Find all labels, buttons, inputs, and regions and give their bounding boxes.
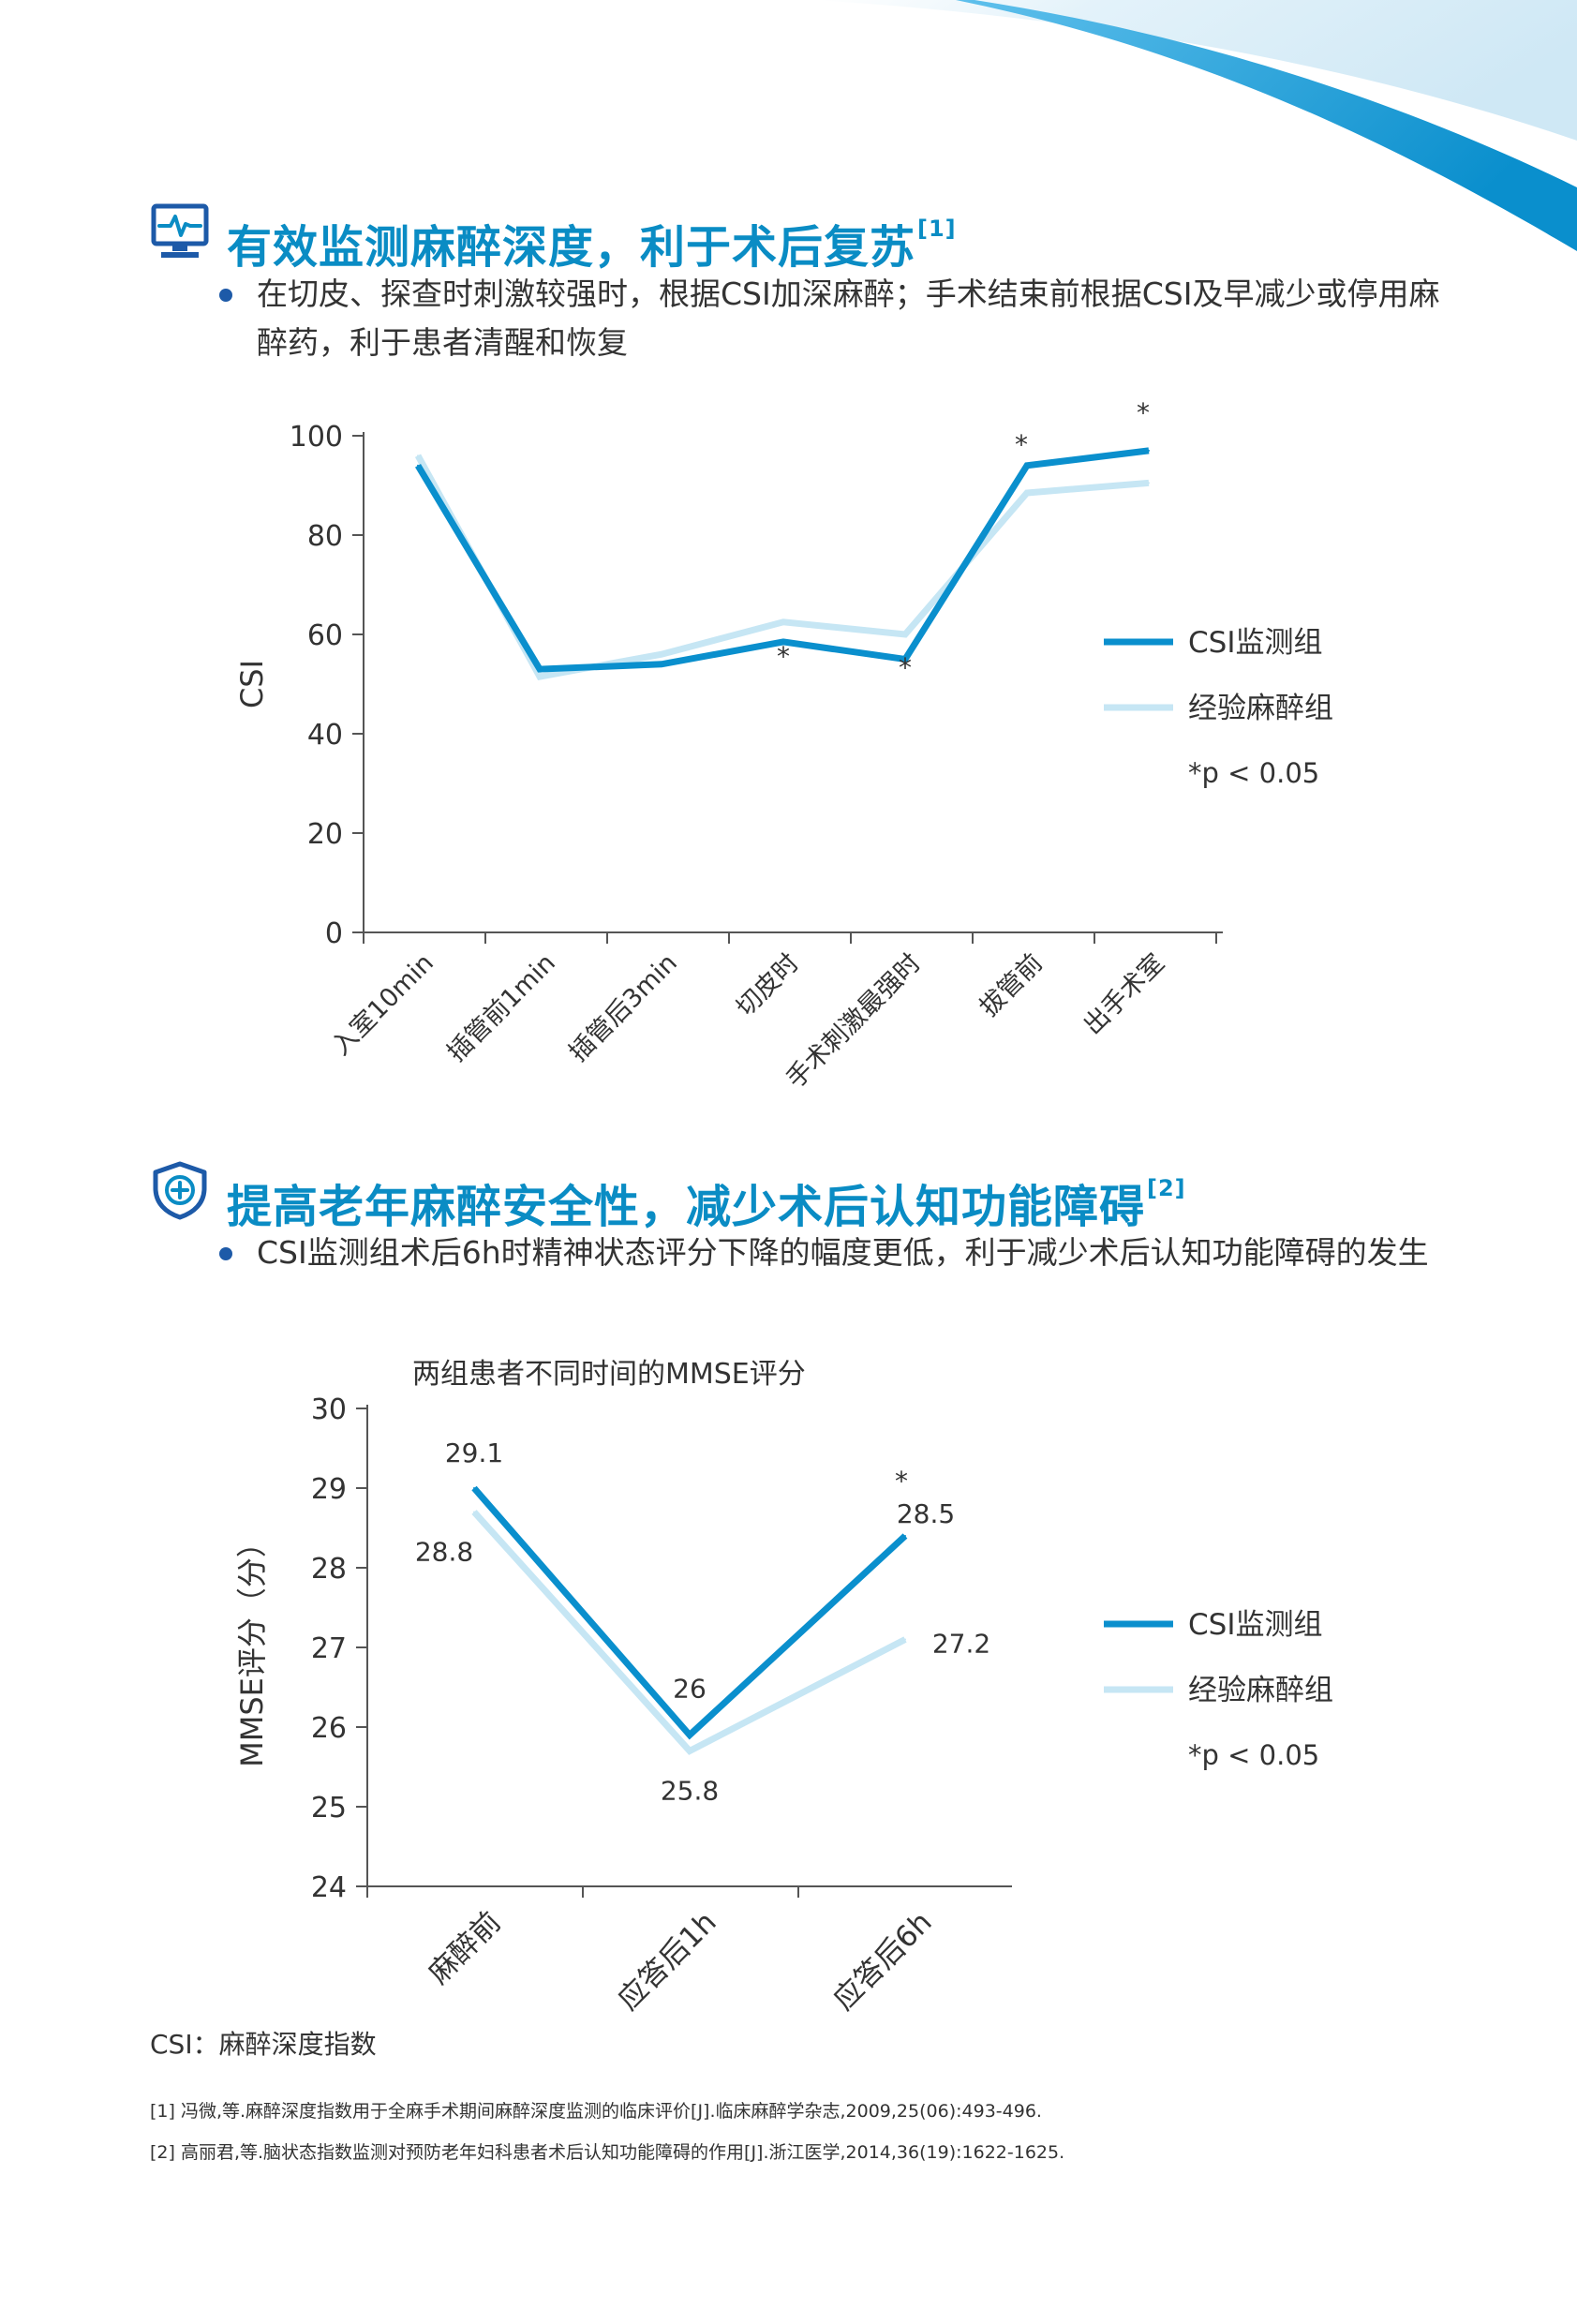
significance-mark: * <box>777 641 790 672</box>
significance-mark: * <box>1015 429 1028 460</box>
y-tick-label: 27 <box>311 1632 347 1665</box>
shield-plus-icon <box>153 1161 207 1220</box>
y-tick-label: 25 <box>311 1792 347 1825</box>
y-tick-label: 40 <box>307 719 343 752</box>
mmse-line-chart: 两组患者不同时间的MMSE评分 24 25 26 27 28 29 30 麻醉前 应答后1h 应答后… <box>234 1358 1333 2017</box>
section1-title: 有效监测麻醉深度，利于术后复苏[1] <box>227 216 957 274</box>
data-point <box>661 653 662 656</box>
data-point <box>473 1487 475 1489</box>
light-swoosh <box>815 0 1577 141</box>
significance-note: *p < 0.05 <box>1188 1739 1319 1771</box>
data-label: 28.8 <box>415 1537 473 1568</box>
legend-label: CSI监测组 <box>1188 626 1322 660</box>
x-tick-label: 应答后1h <box>612 1905 723 2017</box>
section2-header: 提高老年麻醉安全性，减少术后认知功能障碍[2] <box>150 1158 1186 1237</box>
y-tick-label: 24 <box>311 1871 347 1904</box>
chart-title: 两组患者不同时间的MMSE评分 <box>412 1358 806 1391</box>
y-tick-label: 26 <box>311 1712 347 1745</box>
y-axis-label: MMSE评分（分） <box>234 1527 270 1767</box>
x-tick-label: 插管后3min <box>564 948 683 1067</box>
reference-1: [1] 冯微,等.麻醉深度指数用于全麻手术期间麻醉深度监测的临床评价[J].临床… <box>150 2101 1042 2122</box>
data-point <box>473 1511 475 1513</box>
significance-mark: * <box>895 1466 908 1497</box>
section1-header: 有效监测麻醉深度，利于术后复苏[1] <box>150 199 957 277</box>
y-tick-label: 29 <box>311 1473 347 1506</box>
data-label: 26 <box>673 1674 707 1705</box>
y-tick-label: 100 <box>290 421 343 454</box>
section1-bullet-text: 在切皮、探查时刺激较强时，根据CSI加深麻醉；手术结束前根据CSI及早减少或停用… <box>257 276 1440 361</box>
series-line-csi <box>414 447 1150 673</box>
significance-mark: * <box>1137 397 1150 428</box>
data-point <box>1148 482 1150 484</box>
bullet-dot <box>219 289 232 302</box>
monitor-heartbeat-icon <box>151 203 209 258</box>
data-point <box>782 640 784 643</box>
section2-ref-mark: [2] <box>1147 1175 1186 1201</box>
y-tick-label: 60 <box>307 619 343 652</box>
y-tick-label: 80 <box>307 520 343 553</box>
data-point <box>417 454 419 457</box>
section1-ref-mark: [1] <box>917 216 957 242</box>
y-tick-label: 28 <box>311 1553 347 1586</box>
y-tick-label: 0 <box>325 917 343 950</box>
data-point <box>904 1535 906 1537</box>
significance-note: *p < 0.05 <box>1188 757 1319 789</box>
bullet-dot <box>219 1247 232 1260</box>
x-tick-label: 切皮时 <box>731 948 805 1022</box>
x-tick-label: 出手术室 <box>1079 948 1170 1040</box>
data-point <box>1026 491 1028 494</box>
data-point <box>417 464 419 467</box>
legend-label: CSI监测组 <box>1188 1608 1322 1642</box>
series-line-empirical <box>471 1510 907 1755</box>
data-point <box>689 1734 691 1736</box>
data-point <box>904 1638 906 1641</box>
y-axis-label: CSI <box>234 660 270 708</box>
x-tick-label: 应答后6h <box>827 1905 939 2017</box>
reference-2: [2] 高丽君,等.脑状态指数监测对预防老年妇科患者术后认知功能障碍的作用[J]… <box>150 2142 1065 2163</box>
data-label: 28.5 <box>897 1498 955 1529</box>
x-tick-label: 麻醉前 <box>422 1905 507 1990</box>
data-label: 25.8 <box>661 1776 719 1807</box>
data-point <box>539 668 541 671</box>
data-point <box>904 658 906 661</box>
data-label: 27.2 <box>932 1629 990 1660</box>
section2-title: 提高老年麻醉安全性，减少术后认知功能障碍[2] <box>227 1175 1186 1233</box>
x-tick-label: 入室10min <box>327 948 439 1061</box>
data-point <box>1026 464 1028 467</box>
data-point <box>539 676 541 678</box>
data-point <box>904 633 906 635</box>
y-tick-label: 20 <box>307 818 343 851</box>
section1-bullet: 在切皮、探查时刺激较强时，根据CSI加深麻醉；手术结束前根据CSI及早减少或停用… <box>219 270 1465 367</box>
legend-label: 经验麻醉组 <box>1188 692 1333 725</box>
x-tick-label: 插管前1min <box>442 948 561 1067</box>
section2-bullet-text: CSI监测组术后6h时精神状态评分下降的幅度更低，利于减少术后认知功能障碍的发生 <box>257 1234 1429 1271</box>
x-tick-label: 拔管前 <box>974 948 1049 1022</box>
y-tick-label: 30 <box>311 1393 347 1426</box>
data-label: 29.1 <box>445 1438 503 1468</box>
section2-bullet: CSI监测组术后6h时精神状态评分下降的幅度更低，利于减少术后认知功能障碍的发生 <box>219 1229 1465 1277</box>
csi-footnote: CSI：麻醉深度指数 <box>150 2029 377 2060</box>
data-point <box>1148 449 1150 452</box>
legend-label: 经验麻醉组 <box>1188 1674 1333 1707</box>
significance-mark: * <box>899 652 912 683</box>
data-point <box>661 663 662 665</box>
header-decoration <box>815 0 1577 251</box>
data-point <box>782 620 784 623</box>
data-point <box>689 1750 691 1752</box>
